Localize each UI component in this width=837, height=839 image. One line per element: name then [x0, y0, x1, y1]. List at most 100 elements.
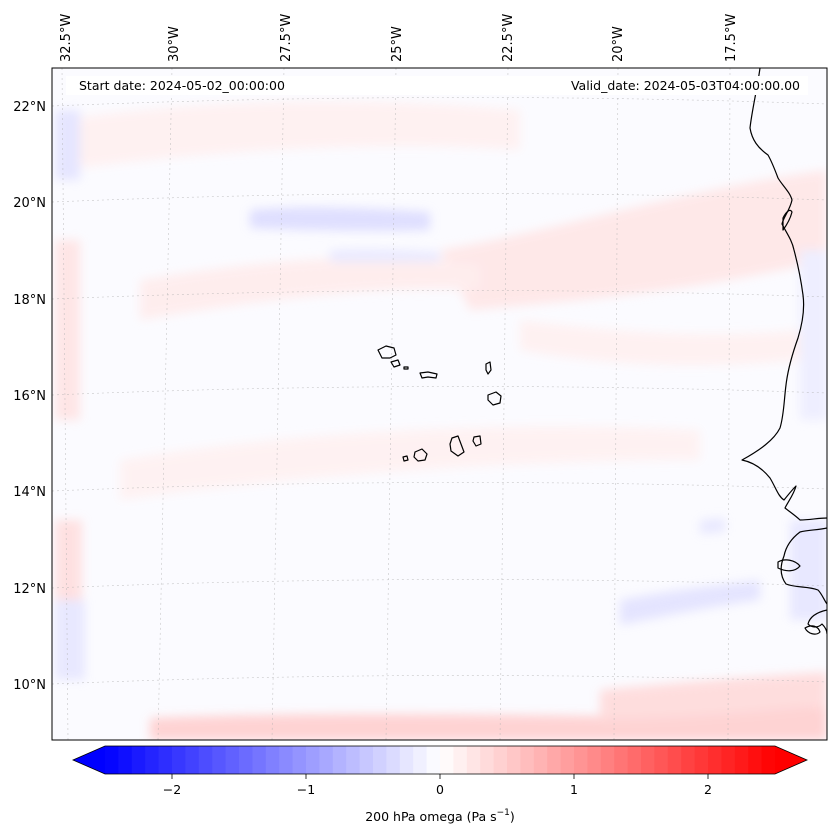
- colorbar-min-extension: [73, 746, 105, 774]
- colorbar-segment: [681, 746, 696, 774]
- colorbar-segment: [614, 746, 629, 774]
- colorbar-segment: [145, 746, 160, 774]
- colorbar-segment: [185, 746, 200, 774]
- colorbar-segment: [493, 746, 508, 774]
- positive-omega-band: [520, 320, 800, 366]
- colorbar-segment: [426, 746, 441, 774]
- colorbar-segment: [105, 746, 119, 774]
- colorbar-segment: [198, 746, 213, 774]
- negative-omega-band: [700, 518, 725, 534]
- colorbar-segment: [359, 746, 374, 774]
- island-fogo: [413, 448, 428, 462]
- lon-label: 17.5°W: [724, 14, 739, 62]
- meridian-line: [61, 68, 69, 740]
- lon-label: 22.5°W: [501, 14, 516, 62]
- lat-label: 16°N: [13, 389, 46, 404]
- colorbar-segment: [533, 746, 548, 774]
- colorbar-outline: [72, 745, 808, 775]
- island-sao-vicente: [390, 359, 401, 368]
- colorbar-segment: [667, 746, 682, 774]
- colorbar-segment: [172, 746, 186, 774]
- date-banner: [66, 76, 808, 95]
- colorbar-segment: [279, 746, 294, 774]
- colorbar-segment: [507, 746, 521, 774]
- negative-omega-band: [790, 520, 827, 620]
- colorbar-tick-label: 0: [436, 782, 444, 797]
- island-santo-antao: [377, 345, 397, 359]
- latitude-labels: 22°N 20°N 18°N 16°N 14°N 12°N 10°N: [13, 100, 46, 693]
- colorbar-segment: [708, 746, 722, 774]
- valid-date-label: Valid_date: 2024-05-03T04:00:00.00: [571, 78, 800, 93]
- lon-label: 30°W: [167, 26, 182, 62]
- longitude-labels: 32.5°W 30°W 27.5°W 25°W 22.5°W 20°W 17.5…: [59, 14, 739, 62]
- meridian-line: [385, 68, 397, 740]
- colorbar-segment: [319, 746, 334, 774]
- colorbar-segment: [466, 746, 481, 774]
- map-panel: Start date: 2024-05-02_00:00:00 Valid_da…: [13, 14, 828, 741]
- parallel-line: [52, 482, 827, 492]
- coastlines: [377, 68, 827, 635]
- colorbar-segments: [105, 746, 776, 774]
- meridian-line: [271, 68, 285, 740]
- colorbar-segment: [654, 746, 669, 774]
- colorbar-max-extension: [775, 746, 807, 774]
- map-gridlines: [52, 68, 827, 740]
- colorbar-tick-label: −2: [163, 782, 181, 797]
- colorbar-segment: [440, 746, 454, 774]
- positive-omega-band: [55, 240, 80, 420]
- colorbar-segment: [734, 746, 749, 774]
- colorbar-segment: [761, 746, 776, 774]
- colorbar-segment: [373, 746, 387, 774]
- lat-label: 22°N: [13, 100, 46, 115]
- africa-coastline: [804, 625, 821, 635]
- parallel-line: [52, 675, 827, 685]
- positive-omega-band: [60, 101, 520, 170]
- lon-label: 20°W: [611, 26, 626, 62]
- colorbar-segment: [574, 746, 588, 774]
- meridian-line: [727, 68, 731, 740]
- colorbar-segment: [265, 746, 280, 774]
- omega-field: [55, 101, 827, 740]
- island-sao-nicolau: [419, 371, 438, 379]
- colorbar-segment: [453, 746, 468, 774]
- colorbar-segment: [131, 746, 146, 774]
- africa-coastline: [780, 527, 827, 605]
- meridian-line: [499, 68, 509, 740]
- colorbar-tick-label: −1: [297, 782, 315, 797]
- island-brava: [402, 455, 409, 462]
- negative-omega-band: [330, 249, 440, 262]
- colorbar-segment: [600, 746, 615, 774]
- colorbar-segment: [721, 746, 736, 774]
- colorbar-segment: [386, 746, 401, 774]
- negative-omega-band: [55, 600, 85, 680]
- colorbar-segment: [332, 746, 347, 774]
- negative-omega-band: [250, 207, 430, 231]
- map-frame: [51, 67, 828, 741]
- africa-coastline: [782, 209, 793, 231]
- parallel-line: [52, 290, 827, 300]
- positive-omega-band: [440, 170, 827, 310]
- island-maio: [472, 435, 482, 447]
- colorbar-segment: [641, 746, 655, 774]
- colorbar-segment: [212, 746, 227, 774]
- positive-omega-band: [600, 672, 827, 720]
- colorbar-segment: [225, 746, 240, 774]
- colorbar-segment: [694, 746, 709, 774]
- colorbar-segment: [627, 746, 642, 774]
- lon-label: 27.5°W: [279, 14, 294, 62]
- africa-coastline: [741, 68, 827, 521]
- parallel-line: [52, 386, 827, 396]
- parallel-line: [52, 579, 827, 589]
- positive-omega-band: [120, 426, 700, 500]
- lat-label: 18°N: [13, 293, 46, 308]
- lat-label: 10°N: [13, 678, 46, 693]
- parallel-line: [52, 97, 827, 107]
- colorbar-segment: [292, 746, 307, 774]
- colorbar-segment: [547, 746, 562, 774]
- colorbar-segment: [413, 746, 428, 774]
- parallel-line: [52, 193, 827, 203]
- positive-omega-band: [140, 257, 480, 320]
- colorbar-segment: [306, 746, 320, 774]
- negative-omega-band: [620, 580, 760, 625]
- lat-label: 20°N: [13, 196, 46, 211]
